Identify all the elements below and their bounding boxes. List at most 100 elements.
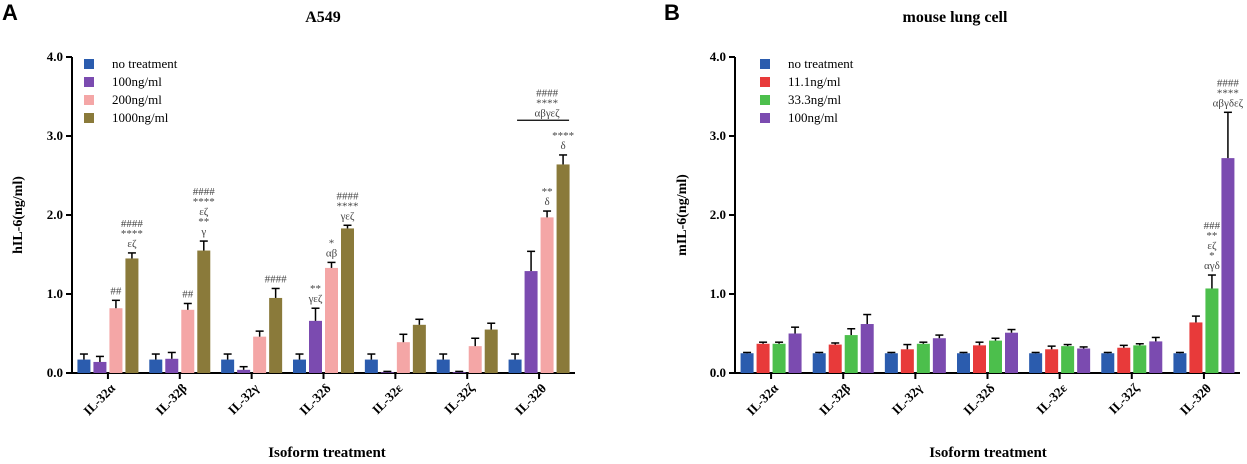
bar [165,358,179,373]
bar [452,372,466,373]
legend-label: 33.3ng/ml [788,92,841,107]
chart-title: mouse lung cell [903,9,1008,26]
x-axis-label: Isoform treatment [268,445,386,461]
legend-swatch [760,113,770,123]
bar [484,329,498,373]
bar [556,164,570,373]
significance-label: γεζ [340,210,355,222]
x-tick-label: IL-32β [152,380,190,418]
bar [1205,288,1219,373]
bar [436,359,450,373]
legend-label: no treatment [112,56,178,71]
bar [508,359,522,373]
bar [756,343,770,373]
bar [1173,353,1187,373]
significance-label: ### [1204,220,1221,232]
bar [396,342,410,373]
bar [1101,353,1115,373]
x-tick-label: IL-32ε [1033,380,1070,417]
bar [468,346,482,373]
bar [860,324,874,373]
bar [1045,349,1059,373]
legend-label: 200ng/ml [112,92,162,107]
x-tick-label: IL-32ε [369,380,406,417]
bar [77,359,91,373]
bar [828,344,842,373]
bar [900,349,914,373]
significance-label: γ [200,226,206,238]
bar [341,228,354,373]
significance-label: #### [337,190,360,202]
legend-label: 100ng/ml [112,74,162,89]
bar [772,343,786,373]
x-tick-label: IL-32δ [296,380,334,418]
bar [364,359,378,373]
significance-label: αγδ [1204,260,1220,272]
x-tick-label: IL-32α [80,380,118,418]
bar [1221,158,1235,373]
bar [253,336,267,373]
significance-label: * [1209,250,1215,262]
legend-swatch [760,95,770,105]
significance-label: αβγδεζ [1213,97,1244,109]
y-tick-label: 1.0 [47,286,63,301]
significance-label: εζ [1207,240,1217,252]
bar [932,338,946,373]
chart-title: A549 [305,9,341,26]
bar [1117,347,1131,373]
y-tick-label: 3.0 [710,128,726,143]
bar [524,271,538,373]
significance-label: ** [198,216,209,228]
significance-label: ** [1206,230,1217,242]
x-tick-label: IL-32α [743,380,781,418]
bar [1005,332,1018,373]
legend-label: 1000ng/ml [112,110,169,125]
significance-label: εζ [199,206,209,218]
legend-swatch [760,77,770,87]
bar [788,333,802,373]
bar [740,353,754,373]
legend-swatch [84,95,94,105]
significance-label: ## [110,285,122,297]
significance-label: **** [1217,87,1239,99]
y-tick-label: 2.0 [47,207,63,222]
bar [412,324,426,373]
significance-label: δ [560,140,565,152]
significance-label: ## [182,288,194,300]
panel-a: A A549 0.0 1.0 2.0 3.0 4.0 hIL-6(ng/ml) Isoform … [2,0,575,461]
y-tick-label: 1.0 [710,286,726,301]
bar [380,372,394,373]
significance-label: εζ [127,238,137,250]
significance-label: δ [544,196,549,208]
x-tick-label: IL-32β [816,380,854,418]
bar [197,250,211,373]
legend-label: 100ng/ml [788,110,838,125]
legend-swatch [760,59,770,69]
bar [309,320,322,373]
significance-label: **** [536,97,558,109]
x-axis-label: Isoform treatment [929,445,1047,461]
significance-label: #### [121,218,144,230]
x-tick-label: IL-32θ [512,380,550,418]
legend-label: 11.1ng/ml [788,74,841,89]
bar [1077,348,1091,373]
significance-label: γεζ [308,293,323,305]
bar [957,353,970,373]
bar [109,308,123,373]
legend-swatch [84,59,94,69]
y-tick-label: 4.0 [710,49,726,64]
bar [125,258,139,373]
bar [1149,341,1163,373]
bar [989,340,1002,373]
bar [916,343,930,373]
bar [181,309,195,373]
bar [844,335,858,373]
y-axis-label: hIL-6(ng/ml) [11,176,26,254]
significance-label: #### [536,87,559,99]
x-tick-label: IL-32ζ [1106,380,1143,417]
x-tick-label: IL-32γ [889,381,926,418]
legend-swatch [84,77,94,87]
bar [884,353,898,373]
